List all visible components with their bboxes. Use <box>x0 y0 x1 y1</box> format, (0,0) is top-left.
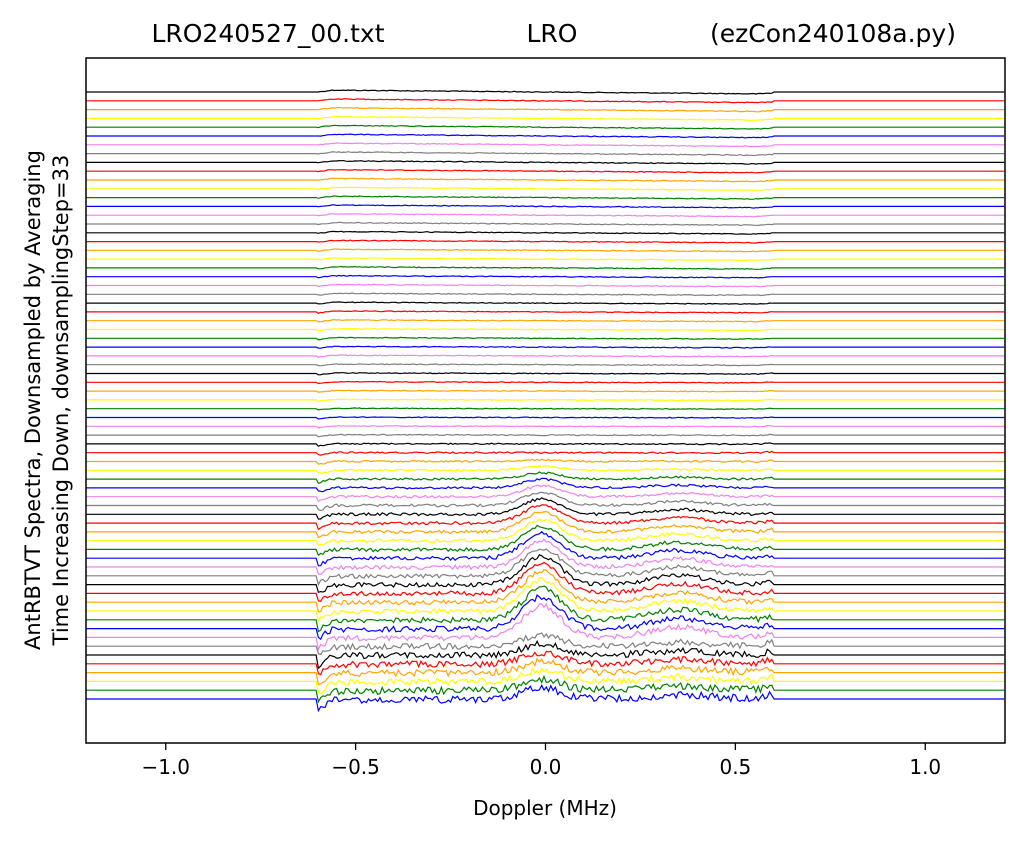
y-axis-label-line1: AntRBTVT Spectra, Downsampled by Averagi… <box>21 150 45 650</box>
spectrum-line <box>86 177 1005 183</box>
spectrum-line <box>86 363 1005 367</box>
spectrum-line <box>86 407 1005 411</box>
spectrum-line <box>86 517 1005 546</box>
spectrum-line <box>86 632 1005 656</box>
x-axis-label: Doppler (MHz) <box>473 796 617 820</box>
spectrum-line <box>86 195 1005 200</box>
spectrum-line <box>86 650 1005 676</box>
spectrum-line <box>86 204 1005 209</box>
spectrum-line <box>86 345 1005 349</box>
spectrum-line <box>86 491 1005 512</box>
chart-title-right: (ezCon240108a.py) <box>710 19 956 48</box>
spectrum-line <box>86 380 1005 385</box>
spectrum-line <box>86 524 1005 557</box>
spectrum-line <box>86 674 1005 704</box>
spectrum-line <box>86 389 1005 393</box>
spectrum-line <box>86 133 1005 139</box>
spectrum-line <box>86 115 1005 122</box>
spectrum-line <box>86 98 1005 104</box>
spectrum-line <box>86 666 1005 695</box>
spectrum-line <box>86 530 1005 567</box>
spectrum-line <box>86 416 1005 420</box>
y-axis-label-line2: Time Increasing Down, downsamplingStep=3… <box>49 155 73 647</box>
spectrum-line <box>86 497 1005 520</box>
chart-title-left: LRO240527_00.txt <box>151 19 384 48</box>
spectrum-line <box>86 504 1005 531</box>
spectrum-line <box>86 239 1005 244</box>
spectrum-line <box>86 372 1005 376</box>
spectrum-line <box>86 442 1005 447</box>
spectrum-line <box>86 484 1005 503</box>
spectrum-line <box>86 230 1005 235</box>
spectrum-line <box>86 283 1005 288</box>
x-tick-label: −0.5 <box>331 755 380 779</box>
spectrum-line <box>86 265 1005 270</box>
spectrum-line <box>86 683 1005 713</box>
spectrum-line <box>86 398 1005 403</box>
spectrum-line <box>86 510 1005 539</box>
spectrum-line <box>86 106 1005 113</box>
spectrum-line <box>86 318 1005 323</box>
spectrum-line <box>86 292 1005 297</box>
spectrum-line <box>86 450 1005 456</box>
spectrum-line <box>86 168 1005 174</box>
spectrum-line <box>86 159 1005 165</box>
spectrum-line <box>86 221 1005 227</box>
spectrum-line <box>86 248 1005 253</box>
spectrum-line <box>86 433 1005 438</box>
spectrum-line <box>86 327 1005 332</box>
spectrum-line <box>86 465 1005 475</box>
spectrum-line <box>86 576 1005 623</box>
spectrum-line <box>86 458 1005 465</box>
spectrum-line <box>86 213 1005 218</box>
spectrum-line <box>86 593 1005 641</box>
spectrum-line <box>86 354 1005 359</box>
spectrum-line <box>86 538 1005 576</box>
spectrum-line <box>86 548 1005 587</box>
spectrum-line <box>86 89 1005 95</box>
spectrum-line <box>86 310 1005 314</box>
x-tick-label: 0.0 <box>530 755 562 779</box>
x-axis-ticks: −1.0 −0.5 0.0 0.5 1.0 <box>141 743 941 779</box>
spectrum-line <box>86 639 1005 670</box>
spectrum-line <box>86 257 1005 262</box>
spectrum-line <box>86 124 1005 130</box>
chart-title-center: LRO <box>527 19 578 48</box>
spectrum-line <box>86 657 1005 686</box>
spectrum-line <box>86 602 1005 652</box>
spectrum-line <box>86 424 1005 429</box>
spectra-series <box>86 89 1005 713</box>
spectrum-line <box>86 568 1005 613</box>
spectrum-line <box>86 142 1005 148</box>
x-tick-label: 0.5 <box>719 755 751 779</box>
x-tick-label: 1.0 <box>909 755 941 779</box>
spectrum-line <box>86 274 1005 279</box>
spectrum-line <box>86 585 1005 633</box>
spectrum-line <box>86 471 1005 484</box>
spectrum-line <box>86 151 1005 157</box>
x-tick-label: −1.0 <box>141 755 190 779</box>
spectrum-line <box>86 477 1005 493</box>
spectrum-line <box>86 554 1005 594</box>
spectrum-line <box>86 186 1005 192</box>
spectrum-line <box>86 561 1005 602</box>
spectrum-line <box>86 301 1005 305</box>
spectrum-line <box>86 336 1005 341</box>
